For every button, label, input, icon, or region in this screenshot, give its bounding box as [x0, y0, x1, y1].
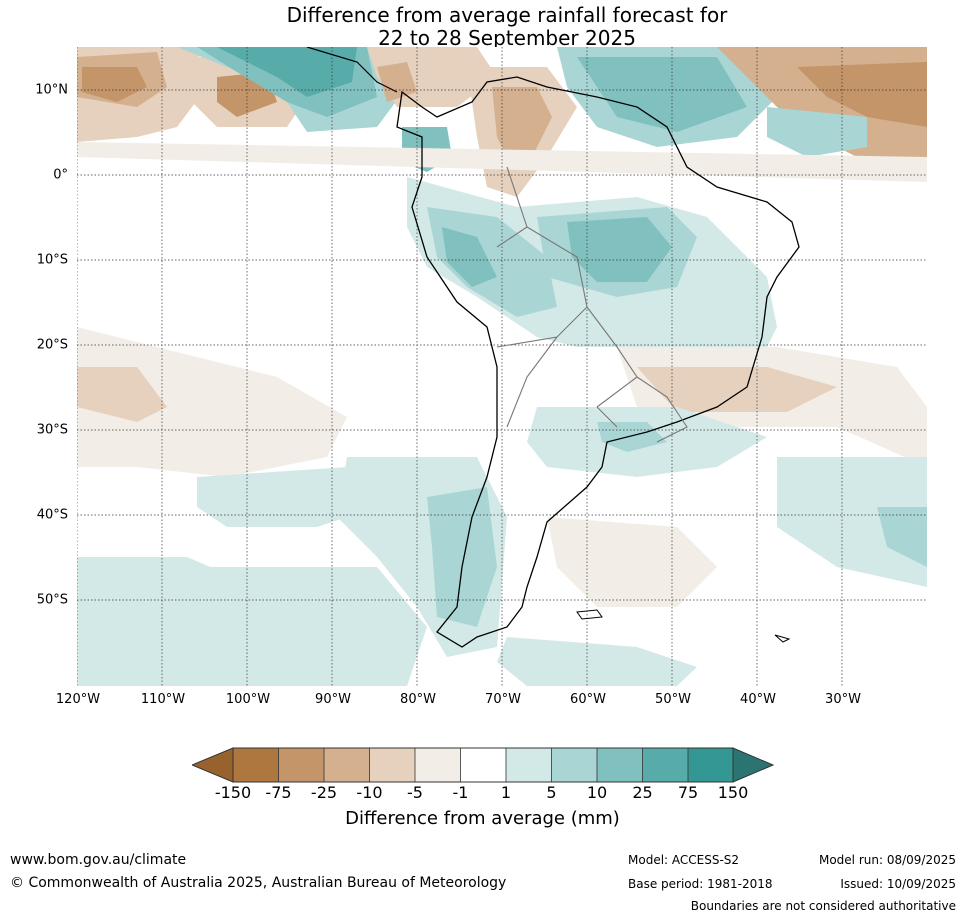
colorbar-bin-6 [460, 748, 506, 782]
lon-label-60w: 60°W [570, 692, 606, 707]
colorbar-bin-1 [233, 748, 279, 782]
south-georgia-island [774, 634, 791, 643]
falkland-islands [576, 609, 603, 620]
footer-model: Model: ACCESS-S2 [628, 853, 740, 867]
anomaly-area-drier-south-atlantic [637, 367, 837, 412]
footer-issued: Issued: 10/09/2025 [840, 877, 956, 891]
colorbar-max-extension [732, 747, 774, 783]
lon-label-80w: 80°W [400, 692, 436, 707]
lon-label-120w: 120°W [55, 692, 101, 707]
colorbar-bin-2 [278, 748, 324, 782]
anomaly-area-drier-north-east-atlantic [797, 62, 927, 127]
colorbar-label: Difference from average (mm) [345, 808, 620, 829]
lat-label-50s: 50°S [36, 592, 68, 608]
colorbar-bin-3 [324, 748, 370, 782]
colorbar-bin-11 [688, 748, 733, 782]
colorbar-tick-10: 10 [586, 783, 608, 802]
south-america-coastline [396, 76, 800, 648]
colorbar-min-extension [192, 747, 234, 783]
anomaly-area-wetter-south-east-atlantic [877, 507, 927, 567]
anomaly-area-wet-far-south [207, 567, 427, 686]
anomaly-area-slight-dry-equator [77, 142, 927, 182]
colorbar-tick-5: 5 [546, 783, 557, 802]
rainfall-anomaly-map [77, 47, 927, 686]
footer-base-period: Base period: 1981-2018 [628, 877, 773, 891]
anomaly-area-wet-east-atlantic [767, 107, 867, 157]
anomaly-area-wettest-peru [442, 227, 497, 287]
colorbar-bin-5 [415, 748, 461, 782]
lon-label-30w: 30°W [825, 692, 861, 707]
anomaly-area-drier-north-venezuela [492, 87, 552, 167]
anomaly-area-wet-south-east-atlantic [777, 457, 927, 587]
colorbar-tick-minus1: -1 [452, 783, 469, 802]
map-title-line2: 22 to 28 September 2025 [378, 26, 636, 50]
lon-label-90w: 90°W [315, 692, 351, 707]
footer-website: www.bom.gov.au/climate [10, 852, 187, 868]
lat-label-10n: 10°N [35, 82, 68, 98]
colorbar-bin-9 [597, 748, 643, 782]
lat-label-10s: 10°S [36, 252, 68, 268]
graticule [77, 47, 927, 686]
map-title-line1: Difference from average rainfall forecas… [286, 3, 728, 27]
lat-label-20s: 20°S [36, 337, 68, 353]
anomaly-area-drier-caribbean [377, 62, 417, 102]
lon-label-70w: 70°W [485, 692, 521, 707]
footer-disclaimer: Boundaries are not considered authoritat… [690, 899, 956, 913]
colorbar-tick-75: 75 [677, 783, 699, 802]
lat-label-30s: 30°S [36, 422, 68, 438]
lon-label-100w: 100°W [225, 692, 271, 707]
colorbar-bin-10 [642, 748, 688, 782]
anomaly-area-dry-south-pacific [77, 327, 347, 477]
lon-label-40w: 40°W [740, 692, 776, 707]
anomaly-area-drier-south-pacific [77, 367, 167, 422]
colorbar-tick-minus25: -25 [310, 783, 338, 802]
lon-label-110w: 110°W [140, 692, 186, 707]
anomaly-area-dry-east-patagonia [547, 517, 717, 607]
lat-label-40s: 40°S [36, 507, 68, 523]
colorbar-tick-25: 25 [632, 783, 653, 802]
anomaly-area-wetter-patagonia [427, 487, 497, 627]
map-title: Difference from average rainfall forecas… [0, 4, 965, 50]
footer-copyright: © Commonwealth of Australia 2025, Austra… [10, 875, 507, 891]
footer-model-run: Model run: 08/09/2025 [818, 853, 956, 867]
colorbar-tick-minus150: -150 [214, 783, 252, 802]
colorbar-tick-minus5: -5 [407, 783, 423, 802]
anomaly-area-wet-far-south-atlantic [497, 637, 697, 686]
colorbar-bin-8 [551, 748, 597, 782]
colorbar-bin-7 [506, 748, 552, 782]
colorbar-tick-150: 150 [717, 783, 749, 802]
colorbar-tick-minus10: -10 [356, 783, 383, 802]
colorbar-tick-minus75: -75 [265, 783, 292, 802]
anomaly-area-wettest-amazon [567, 217, 672, 282]
lat-label-0: 0° [53, 167, 68, 183]
anomaly-area-wetter-uruguay [597, 422, 667, 452]
colorbar [192, 747, 774, 783]
central-america-coastline [306, 47, 398, 93]
anomaly-area-wetter-north-atlantic [577, 57, 747, 132]
anomaly-area-driest-north-west [82, 67, 147, 102]
colorbar-tick-1: 1 [500, 783, 512, 802]
country-borders [496, 166, 688, 443]
colorbar-bin-4 [369, 748, 415, 782]
lon-label-50w: 50°W [655, 692, 691, 707]
anomaly-area-wettest-north-pacific [217, 47, 357, 97]
